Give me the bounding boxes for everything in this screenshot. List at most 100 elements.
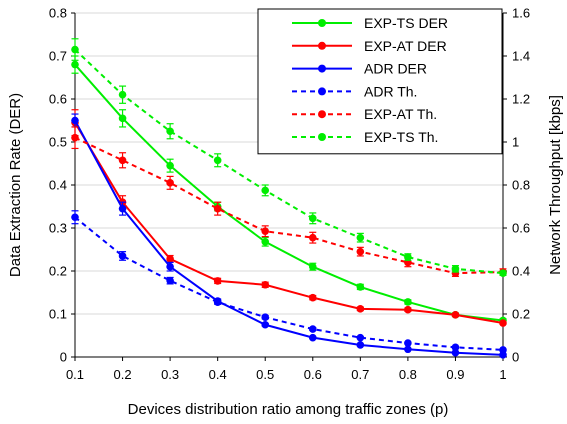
data-point xyxy=(308,325,317,333)
series-line xyxy=(74,136,504,275)
data-point xyxy=(166,255,174,263)
data-point xyxy=(308,233,317,242)
data-point xyxy=(356,233,365,242)
series-line xyxy=(74,63,504,322)
y-right-tick-label: 1.2 xyxy=(512,92,530,107)
y-left-tick-label: 0.4 xyxy=(49,178,67,193)
data-point xyxy=(261,313,270,322)
y-right-tick-label: 0.8 xyxy=(512,178,530,193)
data-point xyxy=(404,305,412,314)
legend-item: EXP-TS DER xyxy=(292,15,448,31)
data-point xyxy=(308,333,317,342)
data-point xyxy=(356,305,365,313)
data-point xyxy=(308,293,317,302)
data-point xyxy=(118,90,127,99)
x-tick-label: 0.5 xyxy=(256,367,274,382)
data-point xyxy=(118,204,127,213)
y-right-tick-label: 0.6 xyxy=(512,221,530,236)
series-exp-ts-th xyxy=(71,38,507,277)
data-point xyxy=(118,114,127,123)
legend-label: ADR DER xyxy=(364,61,427,77)
data-point xyxy=(356,247,365,256)
series-layer xyxy=(71,38,507,359)
legend-label: EXP-TS DER xyxy=(364,15,448,31)
data-point xyxy=(166,161,174,170)
legend-item: ADR DER xyxy=(292,61,427,77)
x-tick-label: 0.8 xyxy=(399,367,417,382)
data-point xyxy=(71,116,79,125)
data-point xyxy=(71,213,79,222)
x-tick-label: 0.2 xyxy=(114,367,132,382)
y-axis-left-title: Data Extraction Rate (DER) xyxy=(7,93,24,277)
legend: EXP-TS DER EXP-AT DER ADR DER ADR Th. EXP-AT… xyxy=(257,8,503,155)
legend-swatch-marker xyxy=(318,41,326,50)
y-left-tick-label: 0.5 xyxy=(49,135,67,150)
legend-item: EXP-AT Th. xyxy=(292,106,437,122)
legend-label: EXP-AT DER xyxy=(364,38,447,54)
data-point xyxy=(404,339,412,347)
y-left-tick-label: 0.1 xyxy=(49,307,67,322)
x-tick-label: 0.9 xyxy=(446,367,464,382)
data-point xyxy=(451,311,460,319)
y-left-tick-label: 0.8 xyxy=(49,6,67,21)
data-point xyxy=(71,133,79,142)
x-tick-label: 0.1 xyxy=(66,367,84,382)
data-point xyxy=(261,280,270,289)
series-line xyxy=(74,120,504,356)
data-point xyxy=(404,253,412,261)
data-point xyxy=(166,262,174,271)
tick-labels: 0 0 0.1 0.2 0.2 0.4 0.3 0.6 0.4 0.8 0.5 1 0.6 1.2 0.7 1… xyxy=(49,6,530,383)
data-point xyxy=(261,320,270,329)
data-point xyxy=(451,265,460,273)
y-left-tick-label: 0.6 xyxy=(49,92,67,107)
y-left-tick-label: 0.7 xyxy=(49,49,67,64)
legend-box xyxy=(257,8,503,155)
data-point xyxy=(499,319,507,327)
data-point xyxy=(166,127,174,136)
data-point xyxy=(451,343,460,352)
data-point xyxy=(213,277,222,285)
data-point xyxy=(118,156,127,165)
y-left-tick-label: 0 xyxy=(60,350,67,365)
series-adr-der xyxy=(71,113,507,359)
y-left-tick-label: 0.3 xyxy=(49,221,67,236)
x-tick-label: 0.7 xyxy=(351,367,369,382)
data-point xyxy=(499,269,507,277)
data-point xyxy=(213,298,222,306)
x-axis-title: Devices distribution ratio among traffic… xyxy=(128,401,449,418)
data-point xyxy=(499,346,507,354)
legend-swatch-marker xyxy=(318,133,326,141)
legend-label: EXP-AT Th. xyxy=(364,106,437,122)
y-axis-right-title: Network Throughput [kbps] xyxy=(547,95,564,275)
legend-item: EXP-TS Th. xyxy=(292,129,438,145)
legend-swatch-marker xyxy=(318,87,326,96)
legend-item: EXP-AT DER xyxy=(292,38,447,54)
legend-label: EXP-TS Th. xyxy=(364,129,438,145)
legend-label: ADR Th. xyxy=(364,83,417,99)
legend-item: ADR Th. xyxy=(292,83,417,99)
series-line xyxy=(74,122,504,325)
data-point xyxy=(308,262,317,271)
data-point xyxy=(213,204,222,213)
y-right-tick-label: 0.2 xyxy=(512,307,530,322)
data-point xyxy=(261,186,270,195)
x-tick-label: 0.4 xyxy=(209,367,227,382)
data-point xyxy=(356,333,365,342)
legend-swatch-marker xyxy=(318,110,326,119)
data-point xyxy=(166,179,174,187)
data-point xyxy=(356,341,365,349)
data-point xyxy=(261,237,270,246)
data-point xyxy=(71,60,79,69)
data-point xyxy=(451,348,460,357)
x-tick-label: 0.6 xyxy=(304,367,322,382)
data-point xyxy=(213,156,222,165)
data-point xyxy=(404,345,412,354)
y-right-tick-label: 0.4 xyxy=(512,264,530,279)
data-point xyxy=(118,252,127,260)
data-point xyxy=(71,45,79,54)
y-right-tick-label: 1.6 xyxy=(512,6,530,21)
x-tick-label: 1 xyxy=(499,367,506,382)
data-point xyxy=(404,298,412,306)
